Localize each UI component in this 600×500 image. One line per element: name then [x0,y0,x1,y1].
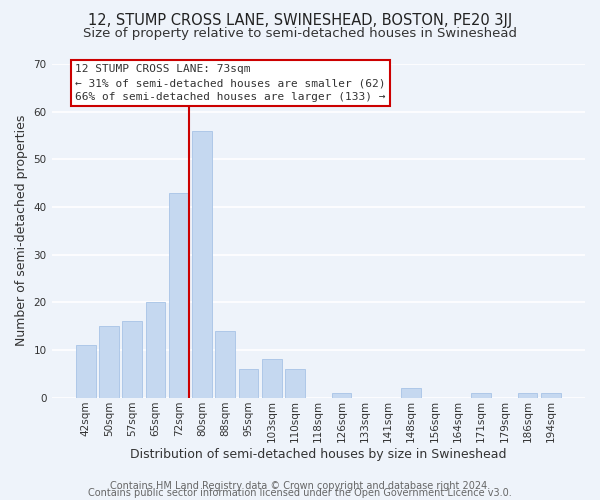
Text: Contains HM Land Registry data © Crown copyright and database right 2024.: Contains HM Land Registry data © Crown c… [110,481,490,491]
Bar [401,388,421,398]
Bar [99,326,119,398]
Bar [541,393,561,398]
Bar [122,322,142,398]
Text: 12, STUMP CROSS LANE, SWINESHEAD, BOSTON, PE20 3JJ: 12, STUMP CROSS LANE, SWINESHEAD, BOSTON… [88,12,512,28]
Text: 12 STUMP CROSS LANE: 73sqm
← 31% of semi-detached houses are smaller (62)
66% of: 12 STUMP CROSS LANE: 73sqm ← 31% of semi… [75,64,386,102]
Bar [146,302,166,398]
Bar [169,192,188,398]
Y-axis label: Number of semi-detached properties: Number of semi-detached properties [15,115,28,346]
Bar [285,369,305,398]
Bar [192,130,212,398]
X-axis label: Distribution of semi-detached houses by size in Swineshead: Distribution of semi-detached houses by … [130,448,506,461]
Bar [471,393,491,398]
Bar [215,331,235,398]
Bar [76,345,95,398]
Bar [518,393,538,398]
Text: Contains public sector information licensed under the Open Government Licence v3: Contains public sector information licen… [88,488,512,498]
Bar [262,360,281,398]
Text: Size of property relative to semi-detached houses in Swineshead: Size of property relative to semi-detach… [83,28,517,40]
Bar [332,393,352,398]
Bar [239,369,259,398]
